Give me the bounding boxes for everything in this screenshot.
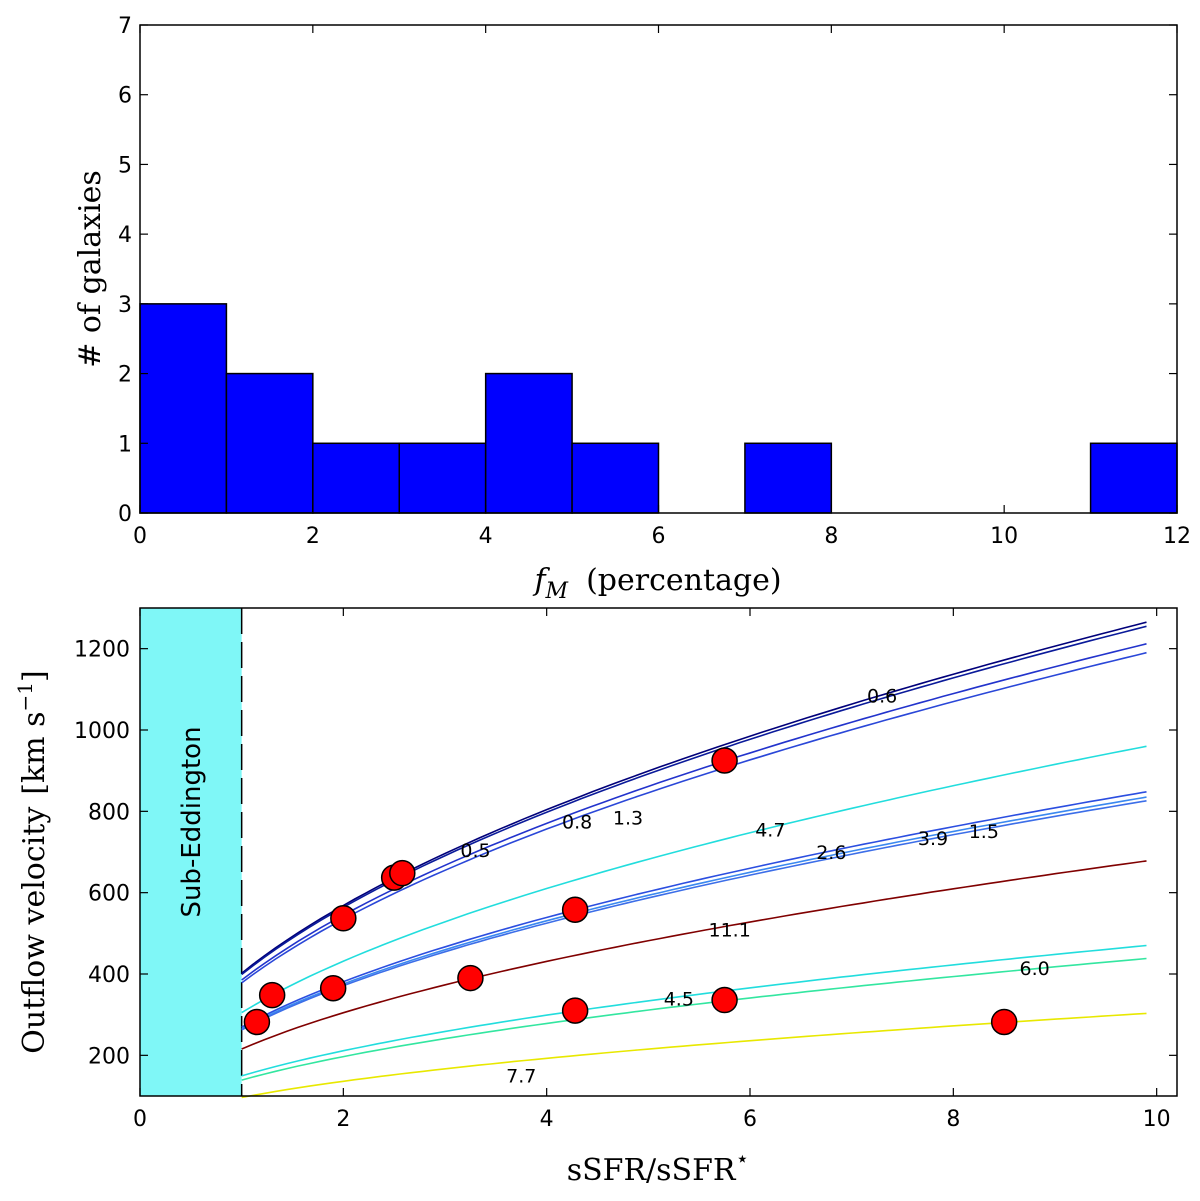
histogram-bar (312, 442, 401, 514)
y-tick-label: 1200 (74, 638, 130, 663)
y-tick-label: 0 (118, 502, 132, 527)
x-tick-label: 8 (946, 1107, 960, 1132)
velocity-y-axis-title: Outflow velocity [km s−1] (13, 670, 52, 1054)
x-axis-rest: (percentage) (586, 563, 781, 598)
velocity-data-points (243, 747, 1018, 1036)
curve-label: 4.5 (664, 988, 694, 1010)
velocity-curve (241, 791, 1147, 1028)
velocity-curve (241, 860, 1147, 1050)
histogram-y-axis-title: # of galaxies (73, 170, 108, 368)
x-axis-superscript: ⋆ (736, 1147, 750, 1172)
curve-label: 6.0 (1020, 958, 1050, 980)
histogram-bar (225, 372, 314, 514)
sub-eddington-label: Sub-Eddington (177, 726, 207, 917)
y-tick-label: 1 (118, 432, 132, 457)
histogram-x-axis-title: fM (percentage) (532, 563, 781, 604)
y-tick-label: 2 (118, 363, 132, 388)
y-tick-label: 3 (118, 293, 132, 318)
x-tick-label: 12 (1163, 524, 1191, 549)
histogram-bar (571, 442, 660, 514)
data-point (561, 896, 589, 923)
data-point (457, 964, 484, 992)
histogram-bar (744, 442, 833, 514)
curve-label: 2.6 (816, 842, 846, 864)
y-tick-label: 800 (88, 800, 130, 825)
velocity-curve (241, 796, 1147, 1030)
velocity-curve (241, 944, 1147, 1077)
histogram-bar (1089, 442, 1178, 514)
data-point (561, 997, 589, 1024)
curve-label: 3.9 (918, 828, 948, 850)
histogram-y-ticks: 0 1 2 3 4 5 6 7 (118, 14, 1177, 527)
histogram-bar (398, 442, 487, 514)
curve-label: 4.7 (755, 820, 785, 842)
x-tick-label: 6 (652, 524, 666, 549)
x-tick-label: 0 (133, 1107, 147, 1132)
y-tick-label: 5 (118, 153, 132, 178)
x-tick-label: 4 (540, 1107, 554, 1132)
data-point (258, 981, 286, 1009)
x-tick-label: 8 (824, 524, 838, 549)
y-axis-units: [km s (17, 711, 52, 794)
curve-label: 1.5 (969, 821, 999, 843)
data-point (319, 974, 347, 1002)
velocity-curve (241, 800, 1147, 1031)
y-tick-label: 7 (118, 14, 132, 39)
velocity-x-axis-title: sSFR/sSFR⋆ (567, 1147, 750, 1188)
y-tick-label: 4 (118, 223, 132, 248)
y-axis-text: Outflow velocity (17, 807, 52, 1054)
x-tick-label: 2 (336, 1107, 350, 1132)
velocity-curve (241, 957, 1147, 1081)
data-point (330, 905, 357, 932)
histogram-bar (484, 372, 573, 514)
x-tick-label: 10 (1143, 1107, 1171, 1132)
x-tick-label: 4 (479, 524, 493, 549)
curve-label: 0.8 (562, 812, 592, 834)
velocity-curve (241, 643, 1147, 981)
data-point (990, 1008, 1018, 1036)
velocity-curve-labels: 0.6 0.8 1.3 0.5 4.7 2.6 3.9 1.5 11.1 4.5 6.0 7.7 (460, 685, 1049, 1087)
curve-label: 7.7 (506, 1066, 536, 1088)
data-point (389, 859, 416, 887)
velocity-curve (241, 651, 1147, 984)
x-tick-label: 2 (306, 524, 320, 549)
data-point (711, 986, 738, 1014)
x-tick-label: 0 (133, 524, 147, 549)
curve-label: 0.6 (867, 685, 897, 707)
histogram-bar (139, 303, 228, 514)
y-axis-units-sup: −1 (13, 682, 37, 711)
y-tick-label: 600 (88, 882, 130, 907)
y-tick-label: 400 (88, 963, 130, 988)
velocity-frame (139, 607, 1178, 1097)
y-axis-units-close: ] (17, 670, 52, 682)
sub-eddington-region (140, 608, 242, 1096)
histogram-x-ticks: 0 2 4 6 8 10 12 (133, 25, 1191, 549)
data-point (711, 747, 738, 774)
data-point (243, 1008, 271, 1036)
x-tick-label: 10 (990, 524, 1018, 549)
velocity-curve (241, 621, 1147, 974)
histogram-bars (139, 303, 1178, 514)
y-tick-label: 6 (118, 84, 132, 109)
x-axis-subscript: M (545, 579, 569, 604)
y-tick-label: 1000 (74, 719, 130, 744)
velocity-curve (241, 745, 1147, 1014)
x-axis-text: sSFR/sSFR (567, 1153, 737, 1188)
x-tick-label: 6 (743, 1107, 757, 1132)
curve-label: 0.5 (460, 840, 490, 862)
y-tick-label: 200 (88, 1044, 130, 1069)
curve-label: 1.3 (613, 807, 643, 829)
velocity-panel: 0.6 0.8 1.3 0.5 4.7 2.6 3.9 1.5 11.1 4.5 6.0 7.7 Su… (13, 607, 1178, 1188)
velocity-x-ticks: 0 2 4 6 8 10 (133, 608, 1171, 1132)
velocity-y-ticks: 200 400 600 800 1000 1200 (74, 638, 1177, 1069)
curve-label: 11.1 (709, 919, 751, 941)
